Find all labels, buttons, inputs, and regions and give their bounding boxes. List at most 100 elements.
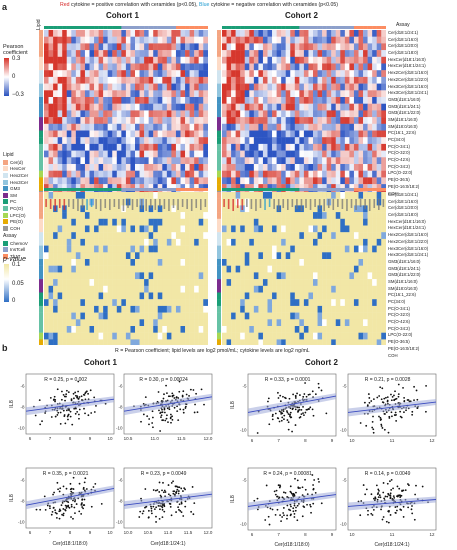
- heat-cell: [322, 212, 327, 219]
- heat-cell: [103, 50, 108, 57]
- heat-cell: [157, 110, 163, 118]
- heat-cell: [344, 157, 350, 165]
- assay-color-bar: [75, 188, 81, 191]
- heat-cell: [335, 184, 341, 191]
- heat-cell: [244, 339, 250, 345]
- heat-cell: [381, 43, 386, 51]
- heat-cell: [331, 272, 336, 280]
- heat-cell: [381, 150, 386, 158]
- heat-cell: [363, 150, 368, 158]
- scatter-point: [57, 411, 60, 414]
- heat-cell: [294, 319, 300, 327]
- heat-cell: [80, 326, 86, 333]
- scatter-point: [393, 394, 395, 397]
- heat-cell: [285, 130, 291, 138]
- heat-cell: [349, 184, 355, 191]
- pearson-legend-title: Pearson coefficient: [3, 44, 28, 56]
- heat-cell: [244, 332, 250, 340]
- scatter-point: [77, 398, 80, 400]
- lipid-row-label: PC(34:0): [388, 299, 406, 304]
- heat-cell: [317, 83, 323, 91]
- heat-cell: [194, 36, 199, 44]
- heat-cell: [253, 36, 259, 44]
- heat-cell: [244, 164, 250, 171]
- heat-cell: [116, 252, 122, 260]
- heat-cell: [62, 279, 67, 286]
- heat-cell: [308, 97, 314, 104]
- heat-cell: [322, 36, 327, 44]
- heat-cell: [166, 272, 172, 280]
- heat-cell: [294, 326, 300, 333]
- scatter-point: [70, 503, 73, 506]
- heat-cell: [203, 97, 208, 104]
- heat-cell: [112, 164, 117, 171]
- heat-cell: [166, 305, 172, 313]
- heat-cell: [267, 326, 273, 333]
- heat-cell: [281, 143, 286, 151]
- heat-cell: [162, 326, 168, 333]
- heat-cell: [381, 312, 386, 320]
- column-label-mark: [122, 199, 125, 211]
- scatter-point: [302, 412, 304, 415]
- heat-cell: [162, 259, 168, 266]
- column-label-mark: [346, 199, 348, 211]
- scatter-point: [164, 491, 167, 493]
- assay-color-bar: [171, 188, 177, 191]
- scatter-point: [62, 409, 65, 412]
- heat-cell: [303, 184, 309, 191]
- assay-color-bar: [180, 26, 186, 29]
- heat-cell: [148, 252, 154, 260]
- heat-cell: [231, 212, 236, 219]
- heat-cell: [281, 319, 286, 327]
- heat-cell: [89, 137, 95, 145]
- heat-cell: [231, 63, 236, 71]
- lipid-row-label: SM(d18:0/16:0): [388, 285, 418, 291]
- heat-cell: [71, 339, 77, 345]
- heat-cell: [322, 305, 327, 313]
- heat-cell: [194, 212, 199, 219]
- heat-cell: [89, 30, 95, 37]
- assay-color-bar: [157, 26, 163, 29]
- heat-cell: [153, 76, 158, 84]
- heat-cell: [139, 305, 145, 313]
- heat-cell: [121, 123, 127, 131]
- heat-cell: [363, 252, 368, 260]
- scatter-point: [163, 408, 166, 411]
- heat-cell: [240, 143, 245, 151]
- scatter-point: [182, 411, 185, 414]
- assay-color-bar: [198, 188, 204, 191]
- heat-cell: [62, 123, 67, 131]
- heat-cell: [349, 50, 355, 57]
- heat-cell: [226, 97, 232, 104]
- scatter-point: [394, 390, 396, 393]
- heat-cell: [71, 70, 77, 78]
- lipid-legend-label: HexCer: [10, 166, 26, 172]
- heat-cell: [125, 292, 131, 300]
- heat-cell: [139, 70, 145, 78]
- heat-cell: [376, 90, 382, 98]
- heat-cell: [98, 299, 104, 307]
- heat-cell: [98, 56, 104, 64]
- heat-cell: [322, 30, 327, 37]
- heat-cell: [226, 232, 232, 240]
- heat-cell: [189, 292, 195, 300]
- heat-cell: [303, 305, 309, 313]
- column-label-mark: [359, 199, 362, 207]
- heat-cell: [198, 117, 204, 124]
- heat-cell: [358, 305, 364, 313]
- heat-cell: [335, 43, 341, 51]
- heat-cell: [262, 332, 268, 340]
- heat-cell: [326, 212, 332, 219]
- heat-cell: [299, 103, 305, 111]
- heat-cell: [358, 285, 364, 293]
- heat-cell: [258, 143, 264, 151]
- heat-cell: [144, 319, 149, 327]
- heat-cell: [267, 143, 273, 151]
- heat-cell: [157, 259, 163, 266]
- heat-cell: [353, 63, 359, 71]
- heat-cell: [272, 43, 277, 51]
- scatter-point: [52, 493, 54, 496]
- heat-cell: [331, 110, 336, 118]
- heat-cell: [326, 305, 332, 313]
- assay-color-bar: [139, 188, 145, 191]
